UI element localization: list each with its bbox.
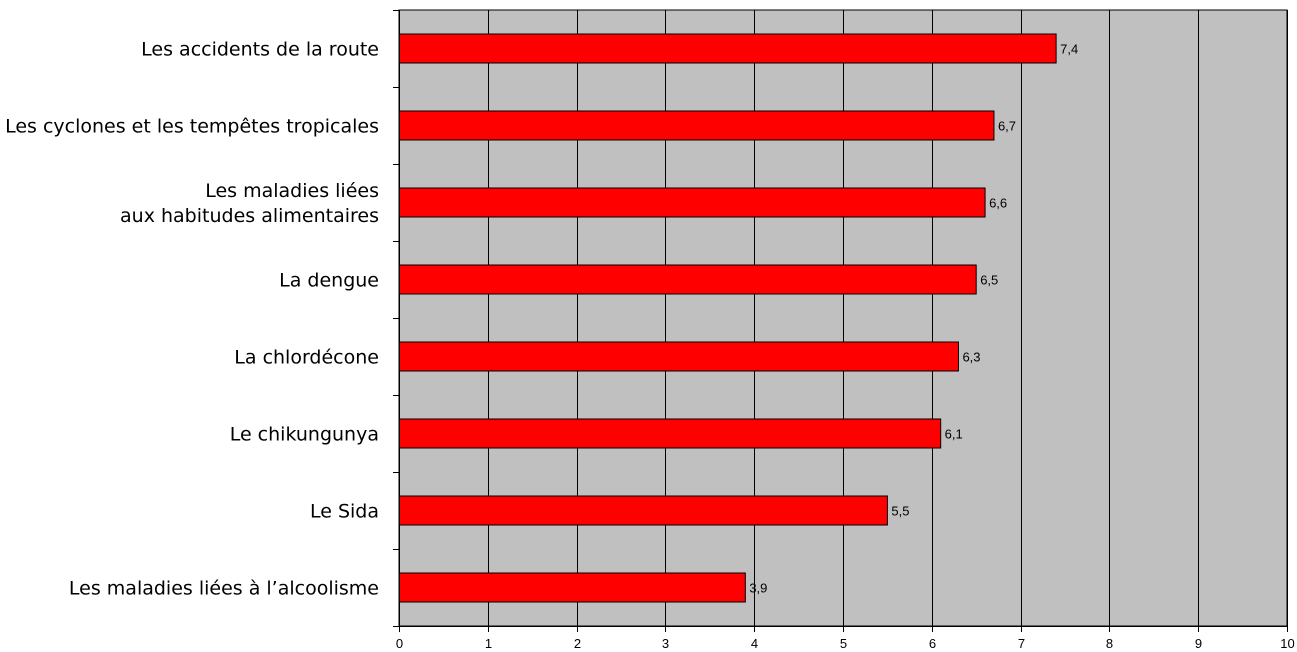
x-tick-label: 10 (1280, 636, 1294, 651)
category-label: Les maladies liées aux habitudes alimenta… (120, 180, 379, 227)
bar (398, 33, 1057, 64)
category-label-line: Les maladies liées (205, 180, 379, 202)
bar-value-label: 6,7 (998, 119, 1016, 134)
category-label: Les maladies liées à l’alcoolisme (69, 578, 379, 600)
bar-value-label: 6,3 (962, 350, 980, 365)
category-label: La dengue (279, 270, 379, 292)
bar (398, 264, 977, 295)
bar (398, 572, 746, 603)
x-tick-label: 0 (396, 636, 403, 651)
x-tick-label: 2 (574, 636, 581, 651)
bar-value-label: 6,1 (945, 427, 963, 442)
bar-value-label: 6,6 (989, 196, 1007, 211)
bar-value-label: 5,5 (891, 504, 909, 519)
category-label-line: Les cyclones et les tempêtes tropicales (5, 116, 379, 138)
category-label: La chlordécone (234, 347, 379, 369)
x-tick-label: 9 (1195, 636, 1202, 651)
category-label-line: La chlordécone (234, 347, 379, 369)
category-label-line: Le chikungunya (230, 424, 379, 446)
category-label-line: Le Sida (310, 501, 379, 523)
y-axis (393, 10, 400, 632)
category-label: Les accidents de la route (141, 39, 379, 61)
x-tick-label: 8 (1106, 636, 1113, 651)
bar (398, 110, 995, 141)
x-tick-label: 1 (485, 636, 492, 651)
category-label-line: Les accidents de la route (141, 39, 379, 61)
category-label: Le Sida (310, 501, 379, 523)
x-tick-label: 7 (1018, 636, 1025, 651)
value-labels: 7,4 6,7 6,6 6,5 6,3 6,1 5,5 3,9 (749, 42, 1078, 596)
bar (398, 418, 942, 449)
category-label: Les cyclones et les tempêtes tropicales (5, 116, 379, 138)
x-tick-label: 6 (929, 636, 936, 651)
bar (398, 495, 888, 526)
bar (398, 341, 959, 372)
x-tick-label: 4 (751, 636, 758, 651)
category-label-line: aux habitudes alimentaires (120, 205, 379, 227)
x-axis: 0 1 2 3 4 5 6 7 8 9 10 (396, 626, 1295, 651)
category-label-line: Les maladies liées à l’alcoolisme (69, 578, 379, 600)
category-labels: Les accidents de la route Les cyclones et… (5, 39, 379, 600)
category-label: Le chikungunya (230, 424, 379, 446)
x-tick-label: 3 (662, 636, 669, 651)
x-tick-label: 5 (840, 636, 847, 651)
bar-value-label: 6,5 (980, 273, 998, 288)
bars (398, 33, 1057, 603)
category-label-line: La dengue (279, 270, 379, 292)
bar-value-label: 7,4 (1060, 42, 1078, 57)
bar (398, 187, 986, 218)
bar-value-label: 3,9 (749, 581, 767, 596)
